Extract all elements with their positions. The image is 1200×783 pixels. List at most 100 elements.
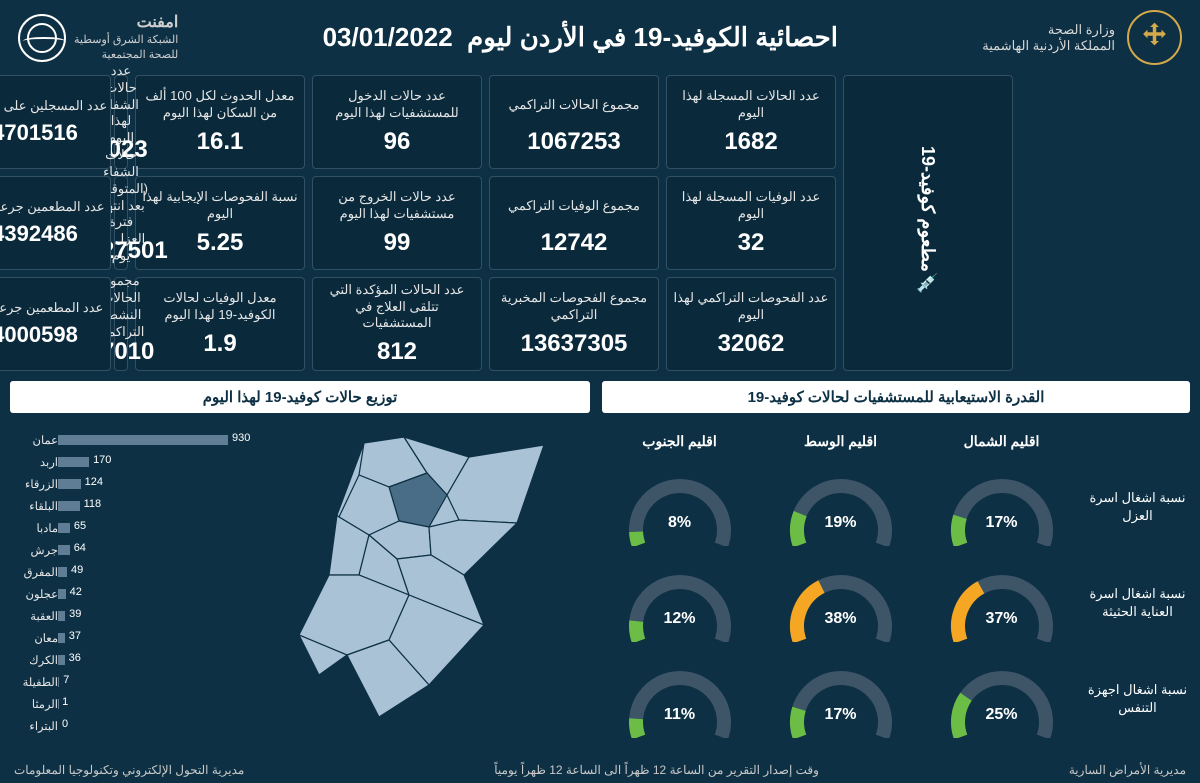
stat-value: 13637305 bbox=[521, 330, 628, 358]
capacity-section: القدرة الاستيعابية للمستشفيات لحالات كوف… bbox=[602, 381, 1190, 743]
bar-row: جرش 64 bbox=[10, 539, 240, 561]
bar-row: الزرقاء124 bbox=[10, 473, 240, 495]
header: وزارة الصحة المملكة الأردنية الهاشمية اح… bbox=[0, 0, 1200, 75]
bar-row: مادبا 65 bbox=[10, 517, 240, 539]
gauge-value: 12% bbox=[620, 610, 740, 628]
bar-label: البتراء bbox=[10, 719, 58, 733]
gauge-col-header: اقليم الجنوب bbox=[642, 433, 716, 450]
bar-value: 49 bbox=[71, 564, 83, 576]
gauge-value: 19% bbox=[781, 514, 901, 532]
gauge-col-header: اقليم الوسط bbox=[804, 433, 877, 450]
stat-card: عدد الحالات المؤكدة التي تتلقى العلاج في… bbox=[312, 277, 482, 371]
stat-card: معدل الوفيات لحالات الكوفيد-19 لهذا اليو… bbox=[135, 277, 305, 371]
bar-label: الرمثا bbox=[10, 697, 58, 711]
stat-label: مجموع الفحوصات المخبرية التراكمي bbox=[496, 290, 652, 324]
title-date: 03/01/2022 bbox=[323, 22, 453, 52]
stat-label: مجموع الحالات التراكمي bbox=[509, 88, 640, 122]
bar-label: عمان bbox=[10, 433, 58, 447]
stat-label: عدد الحالات المؤكدة التي تتلقى العلاج في… bbox=[319, 282, 475, 332]
stat-value: 1.9 bbox=[203, 330, 236, 358]
footer-left: مديرية التحول الإلكتروني وتكنولوجيا المع… bbox=[14, 763, 244, 777]
gauge: 8% bbox=[620, 468, 740, 546]
gauge: 11% bbox=[620, 660, 740, 738]
bar-label: العقبة bbox=[10, 609, 58, 623]
bar-value: 42 bbox=[70, 586, 82, 598]
bar-label: الطفيلة bbox=[10, 675, 58, 689]
stat-card: مجموع الحالات التراكمي 1067253 bbox=[489, 75, 659, 169]
page-title: احصائية الكوفيد-19 في الأردن ليوم 03/01/… bbox=[323, 22, 838, 53]
stat-card: عدد الحالات المسجلة لهذا اليوم1682 bbox=[666, 75, 836, 169]
stat-value: 812 bbox=[377, 338, 417, 366]
gauge-value: 25% bbox=[942, 706, 1062, 724]
bar-label: عجلون bbox=[10, 587, 58, 601]
vaccine-value: 4000598 bbox=[0, 322, 78, 348]
gauge: 12% bbox=[620, 564, 740, 642]
bar-row: عمان930 bbox=[10, 429, 240, 451]
bar-label: المفرق bbox=[10, 565, 58, 579]
vaccine-card: عدد المطعمين جرعة ثانية 4000598 bbox=[0, 277, 111, 371]
bar-value: 64 bbox=[74, 542, 86, 554]
bar-label: الكرك bbox=[10, 653, 58, 667]
bar-label: مادبا bbox=[10, 521, 58, 535]
gauge: 19% bbox=[781, 468, 901, 546]
bar-row: الرمثا1 bbox=[10, 693, 240, 715]
gauge-row-header: نسبة اشغال اسرة العزل bbox=[1085, 489, 1190, 524]
lower-section: القدرة الاستيعابية للمستشفيات لحالات كوف… bbox=[0, 371, 1200, 743]
stat-value: 1067253 bbox=[527, 128, 620, 156]
title-text: احصائية الكوفيد-19 في الأردن ليوم bbox=[467, 22, 838, 52]
bar-row: الكرك36 bbox=[10, 649, 240, 671]
bar-row: المفرق 49 bbox=[10, 561, 240, 583]
stat-label: عدد حالات الدخول للمستشفيات لهذا اليوم bbox=[319, 88, 475, 122]
stat-value: 32062 bbox=[718, 330, 785, 358]
ministry-line1: وزارة الصحة bbox=[982, 22, 1115, 38]
gauge-row-header: نسبة اشغال اسرة العناية الحثيثة bbox=[1085, 585, 1190, 620]
stat-card: مجموع الفحوصات المخبرية التراكمي 13637305 bbox=[489, 277, 659, 371]
stat-value: 12742 bbox=[541, 229, 608, 257]
stat-label: عدد الوفيات المسجلة لهذا اليوم bbox=[673, 189, 829, 223]
stat-card: مجموع الحالات النشطة التراكمي27010 bbox=[114, 277, 128, 371]
bar-value: 930 bbox=[232, 432, 250, 444]
bar-row: الطفيلة7 bbox=[10, 671, 240, 693]
stat-label: مجموع الوفيات التراكمي bbox=[508, 189, 640, 223]
jordan-coat-of-arms-icon bbox=[1127, 10, 1182, 65]
stat-value: 5.25 bbox=[197, 229, 244, 257]
footer: مديرية الأمراض السارية وقت إصدار التقرير… bbox=[0, 763, 1200, 777]
stat-card: مجموع الوفيات التراكمي 12742 bbox=[489, 176, 659, 270]
vaccine-value: 4701516 bbox=[0, 120, 78, 146]
emphnet-logo-icon bbox=[18, 14, 66, 62]
vaccine-label: عدد المطعمين جرعة أولى bbox=[0, 199, 105, 215]
bar-row: البلقاء118 bbox=[10, 495, 240, 517]
gauge-row-header: نسبة اشغال اجهزة التنفس bbox=[1085, 681, 1190, 716]
stat-card: معدل الحدوث لكل 100 ألف من السكان لهذا ا… bbox=[135, 75, 305, 169]
gauge: 25% bbox=[942, 660, 1062, 738]
stat-value: 16.1 bbox=[197, 128, 244, 156]
vaccine-band: 💉مطعوم كوفيد-19 bbox=[843, 75, 1013, 371]
gauge-value: 11% bbox=[620, 706, 740, 724]
bar-value: 65 bbox=[74, 520, 86, 532]
stat-card: عدد الوفيات المسجلة لهذا اليوم32 bbox=[666, 176, 836, 270]
stat-card: حالات الشفاء (المتوقعة) بعد انتهاء فترة … bbox=[114, 176, 128, 270]
bar-label: جرش bbox=[10, 543, 58, 557]
vaccine-card: عدد المطعمين جرعة أولى4392486 bbox=[0, 176, 111, 270]
footer-mid: وقت إصدار التقرير من الساعة 12 ظهراً الى… bbox=[494, 763, 819, 777]
bar-label: الزرقاء bbox=[10, 477, 58, 491]
header-left: امفنت الشبكة الشرق أوسطية للصحة المجتمعي… bbox=[18, 12, 178, 63]
gauge-value: 17% bbox=[942, 514, 1062, 532]
stat-value: 99 bbox=[384, 229, 411, 257]
distribution-section: توزيع حالات كوفيد-19 لهذا اليوم عمان930ا… bbox=[10, 381, 590, 743]
stat-card: عدد حالات الخروج من مستشفيات لهذا اليوم9… bbox=[312, 176, 482, 270]
emphnet-text: امفنت الشبكة الشرق أوسطية للصحة المجتمعي… bbox=[74, 12, 178, 63]
footer-right: مديرية الأمراض السارية bbox=[1069, 763, 1186, 777]
gauge-value: 37% bbox=[942, 610, 1062, 628]
gauge: 38% bbox=[781, 564, 901, 642]
gauge-grid: اقليم الشمالاقليم الوسطاقليم الجنوبنسبة … bbox=[602, 425, 1190, 745]
stat-value: 96 bbox=[384, 128, 411, 156]
jordan-map bbox=[248, 425, 590, 737]
bar-value: 0 bbox=[62, 718, 68, 730]
distribution-title: توزيع حالات كوفيد-19 لهذا اليوم bbox=[10, 381, 590, 413]
vaccine-label: عدد المطعمين جرعة ثانية bbox=[0, 300, 103, 316]
bar-row: البتراء 0 bbox=[10, 715, 240, 737]
bar-label: البلقاء bbox=[10, 499, 58, 513]
bar-row: اربد170 bbox=[10, 451, 240, 473]
ministry-text: وزارة الصحة المملكة الأردنية الهاشمية bbox=[982, 22, 1115, 54]
